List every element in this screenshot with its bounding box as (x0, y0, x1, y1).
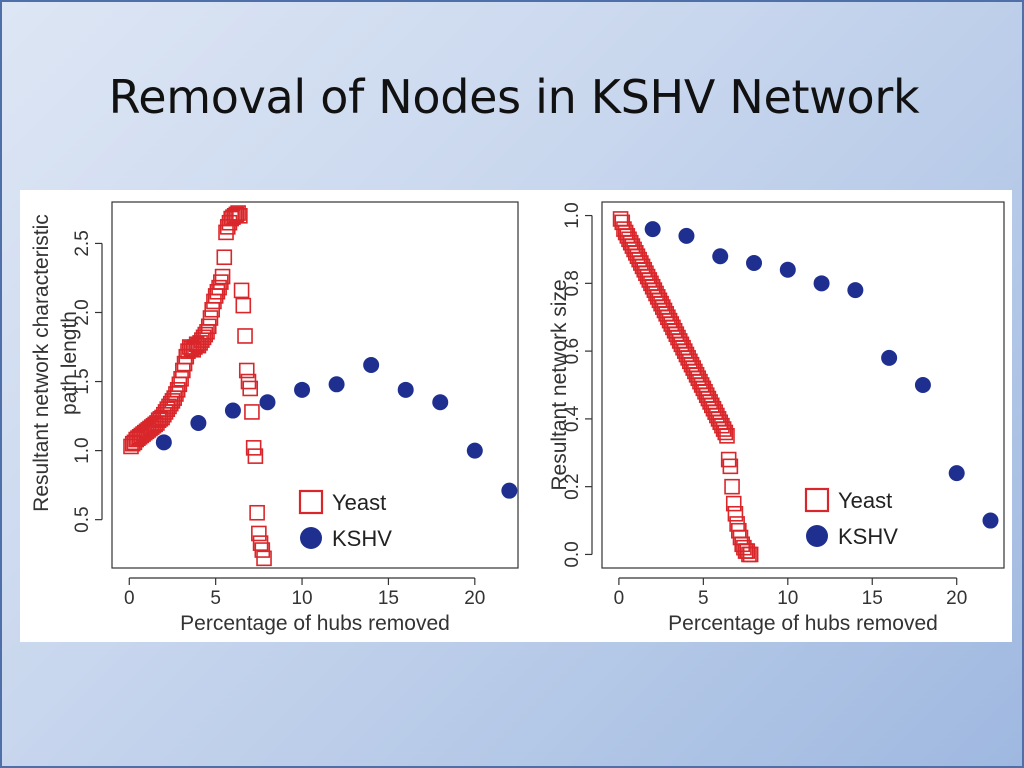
chart2-kshv-point (678, 227, 695, 244)
chart1-yeast-point (238, 362, 255, 379)
chart2-kshv-point (982, 512, 999, 529)
chart1-y-tick-label: 1.0 (72, 437, 93, 463)
chart1-kshv-point (224, 402, 241, 419)
chart2-kshv-point (948, 465, 965, 482)
chart2-yeast-point (724, 478, 740, 495)
slide-title: Removal of Nodes in KSHV Network (108, 70, 920, 124)
chart1-x-tick-label: 15 (378, 588, 399, 609)
chart1-yeast-point (216, 249, 233, 266)
chart1-kshv-point (259, 394, 276, 411)
chart2-legend-kshv-marker (806, 525, 828, 547)
charts-svg: 0 5 10 15 20 0.5 1.0 1.5 2.0 2.5 Percentage of hub… (30, 201, 1005, 635)
chart2-x-tick-label: 0 (614, 588, 625, 609)
chart2-kshv-point (813, 275, 830, 292)
chart2-kshv-point (644, 221, 661, 238)
chart2-yeast-point (742, 546, 759, 563)
chart1-yeast-point (200, 318, 217, 335)
chart2-x-axis-label: Percentage of hubs removed (668, 612, 938, 635)
chart1-yeast-point (211, 279, 227, 296)
chart1-y-tick-label: 0.5 (72, 506, 93, 532)
chart1-yeast-point (244, 404, 260, 420)
chart1-kshv-point (397, 381, 414, 398)
chart1-yeast-point (202, 310, 219, 326)
chart2-legend-yeast-marker (804, 487, 830, 513)
chart2-yeast-point (727, 505, 744, 522)
chart2-legend-yeast-label: Yeast (838, 488, 892, 513)
chart1-kshv-point (501, 482, 518, 499)
chart1-y-tick-label: 1.5 (72, 368, 93, 394)
chart2-kshv-point (746, 255, 763, 271)
chart2-yeast-point (725, 495, 742, 512)
chart1-yeast-point (197, 326, 214, 343)
chart2-kshv-point (881, 349, 898, 366)
chart1-yeast-point (230, 205, 246, 221)
chart2-y-tick-label: 0.6 (562, 338, 583, 364)
chart2-y-tick-label: 0.8 (562, 270, 583, 296)
chart1-kshv-point (328, 376, 345, 393)
chart2-x-tick-label: 10 (777, 588, 798, 609)
chart1-yeast-point (214, 268, 231, 285)
chart1-yeast-point (169, 382, 186, 398)
figure-panel: 0 5 10 15 20 0.5 1.0 1.5 2.0 2.5 Percentage of hub… (20, 190, 1012, 642)
chart2-yeast-point (719, 428, 735, 444)
chart2-y-axis-label: Resultant network size (548, 279, 571, 490)
chart2-y-tick-label: 1.0 (562, 202, 583, 228)
chart2-x-tick-label: 20 (946, 588, 967, 609)
chart2-legend-kshv-label: KSHV (838, 524, 898, 549)
chart2-kshv-point (847, 282, 864, 299)
chart1-yeast-point (245, 440, 262, 456)
chart1-yeast-point (237, 328, 253, 344)
chart2-kshv-point (914, 377, 931, 393)
chart2-yeast-point (722, 458, 739, 475)
chart1-yeast-point (173, 370, 189, 387)
chart1-yeast-point (232, 208, 248, 224)
chart1-kshv-point (190, 414, 207, 431)
chart1-kshv-point (432, 394, 449, 411)
chart1-kshv-point (294, 381, 311, 398)
chart1-kshv-point (155, 434, 172, 451)
chart1-kshv-point (363, 356, 380, 373)
chart1-yeast-point (251, 525, 267, 542)
chart1-legend-kshv-label: KSHV (332, 526, 392, 551)
chart1-yeast-point (249, 504, 265, 521)
chart1-yeast-point (256, 550, 272, 567)
chart1-kshv-point (466, 442, 483, 459)
chart2-kshv-point (779, 261, 796, 278)
chart2-x-tick-label: 15 (862, 588, 883, 609)
chart1-yeast-point (247, 448, 264, 464)
chart1-x-tick-label: 0 (124, 588, 135, 609)
chart2-yeast-point (739, 543, 756, 559)
chart1-yeast-point (168, 386, 184, 402)
chart1-yeast-point (235, 297, 252, 314)
chart1-y-tick-label: 2.5 (72, 230, 93, 256)
chart1-yeast-point (209, 283, 226, 300)
chart2-yeast-point (717, 424, 734, 441)
chart1-x-tick-label: 20 (464, 588, 485, 609)
chart1-legend-yeast-label: Yeast (332, 490, 386, 515)
chart1-legend-yeast-marker (298, 489, 324, 515)
chart2-kshv-point (712, 248, 729, 265)
chart1-yeast-point (195, 329, 212, 346)
chart1-y-axis-label: path length (58, 311, 81, 415)
chart1-yeast-point (228, 206, 245, 223)
chart1-yeast-point (242, 380, 259, 397)
chart2-x-tick-label: 5 (698, 588, 709, 609)
chart2-y-tick-label: 0.0 (562, 541, 583, 567)
chart1-yeast-point (233, 282, 250, 299)
chart1-x-tick-label: 10 (291, 588, 312, 609)
chart1-x-axis-label: Percentage of hubs removed (180, 612, 450, 635)
chart2-y-tick-label: 0.4 (562, 405, 583, 432)
chart1-legend-kshv-marker (300, 527, 322, 549)
chart1-yeast-point (213, 274, 229, 290)
chart2-plot-frame (601, 201, 1005, 569)
chart1-y-tick-label: 2.0 (72, 299, 93, 325)
chart2-y-tick-label: 0.2 (562, 473, 583, 499)
chart1-plot-frame (111, 201, 519, 569)
chart1-x-tick-label: 5 (210, 588, 221, 609)
chart1-yeast-point (254, 542, 271, 558)
chart1-y-axis-label: Resultant network characteristic (30, 214, 53, 512)
